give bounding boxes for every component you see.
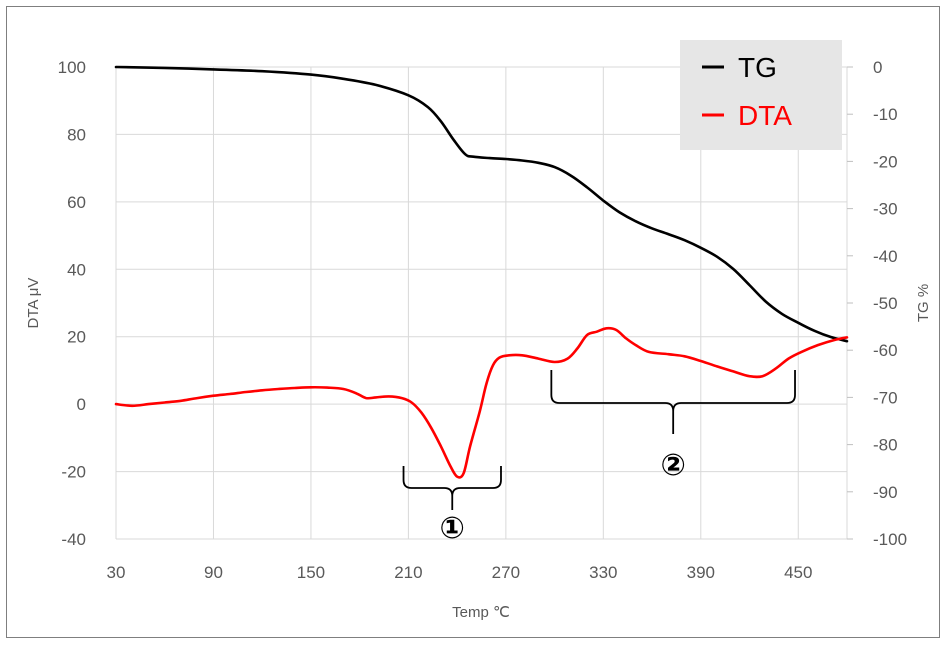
right-y-tick-label: -40 — [873, 247, 898, 266]
left-y-tick-label: 40 — [67, 260, 86, 279]
right-y-tick-label: -80 — [873, 436, 898, 455]
x-tick-label: 330 — [589, 563, 617, 582]
right-y-tick-label: -50 — [873, 294, 898, 313]
x-tick-labels: 30 90 150 210 270 330 390 450 — [107, 563, 813, 582]
legend-label-dta: DTA — [738, 100, 792, 131]
x-tick-label: 90 — [204, 563, 223, 582]
x-tick-label: 150 — [297, 563, 325, 582]
left-y-tick-label: 100 — [58, 58, 86, 77]
x-tick-label: 270 — [492, 563, 520, 582]
x-axis-title: Temp ℃ — [452, 604, 510, 621]
right-y-tick-labels: 0 -10 -20 -30 -40 -50 -60 -70 -80 -90 -100 — [847, 58, 907, 549]
legend-box — [680, 40, 842, 150]
left-y-tick-label: 60 — [67, 193, 86, 212]
left-y-tick-label: 20 — [67, 328, 86, 347]
right-y-tick-label: -20 — [873, 152, 898, 171]
x-tick-label: 210 — [394, 563, 422, 582]
right-y-tick-label: -60 — [873, 341, 898, 360]
right-y-tick-label: -90 — [873, 483, 898, 502]
grid — [115, 66, 848, 540]
right-y-tick-label: -10 — [873, 105, 898, 124]
left-y-tick-label: -20 — [61, 463, 86, 482]
series-line-tg — [114, 65, 849, 343]
legend-label-tg: TG — [738, 52, 777, 83]
x-tick-label: 390 — [687, 563, 715, 582]
right-y-tick-label: -30 — [873, 200, 898, 219]
left-y-tick-labels: 100 80 60 40 20 0 -20 -40 — [58, 58, 86, 549]
legend: TG DTA — [680, 40, 842, 150]
left-y-tick-label: 80 — [67, 125, 86, 144]
left-y-tick-label: -40 — [61, 530, 86, 549]
right-y-tick-label: 0 — [873, 58, 882, 77]
annotation-brace — [550, 370, 796, 434]
annotation-brace — [402, 466, 502, 510]
left-y-axis-title: DTA μV — [25, 278, 42, 329]
x-tick-label: 30 — [107, 563, 126, 582]
x-tick-label: 450 — [784, 563, 812, 582]
annotation-label: ② — [660, 448, 685, 483]
right-y-tick-label: -100 — [873, 530, 907, 549]
series-line-dta — [114, 326, 849, 479]
series-lines — [114, 65, 849, 479]
annotations: ①② — [402, 370, 796, 546]
left-y-tick-label: 0 — [77, 395, 86, 414]
right-y-axis-title: TG % — [915, 284, 932, 322]
right-y-tick-label: -70 — [873, 388, 898, 407]
annotation-label: ① — [440, 511, 465, 546]
